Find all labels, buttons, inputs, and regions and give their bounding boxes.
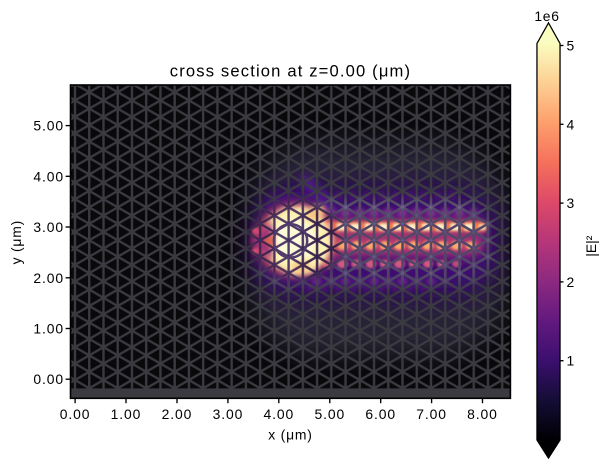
svg-text:4: 4: [567, 116, 575, 132]
svg-text:1: 1: [567, 353, 575, 369]
svg-text:2.00: 2.00: [33, 270, 64, 286]
svg-text:y (μm): y (μm): [8, 220, 24, 264]
svg-text:8.00: 8.00: [467, 406, 498, 422]
svg-text:5.00: 5.00: [314, 406, 345, 422]
svg-text:7.00: 7.00: [416, 406, 447, 422]
svg-text:4.00: 4.00: [33, 168, 64, 184]
svg-text:3.00: 3.00: [33, 219, 64, 235]
svg-text:5.00: 5.00: [33, 118, 64, 134]
svg-text:2: 2: [567, 274, 575, 290]
svg-text:6.00: 6.00: [365, 406, 396, 422]
svg-text:|E|²: |E|²: [583, 235, 599, 256]
svg-text:1.00: 1.00: [33, 321, 64, 337]
svg-text:2.00: 2.00: [162, 406, 193, 422]
svg-text:5: 5: [567, 38, 575, 54]
svg-text:0.00: 0.00: [33, 371, 64, 387]
svg-text:1.00: 1.00: [111, 406, 142, 422]
svg-text:1e6: 1e6: [534, 8, 559, 24]
svg-text:0.00: 0.00: [60, 406, 91, 422]
svg-text:4.00: 4.00: [263, 406, 294, 422]
svg-text:x (μm): x (μm): [268, 427, 312, 443]
svg-text:cross section at z=0.00 (μm): cross section at z=0.00 (μm): [170, 62, 411, 81]
svg-text:3.00: 3.00: [213, 406, 244, 422]
svg-text:3: 3: [567, 195, 575, 211]
